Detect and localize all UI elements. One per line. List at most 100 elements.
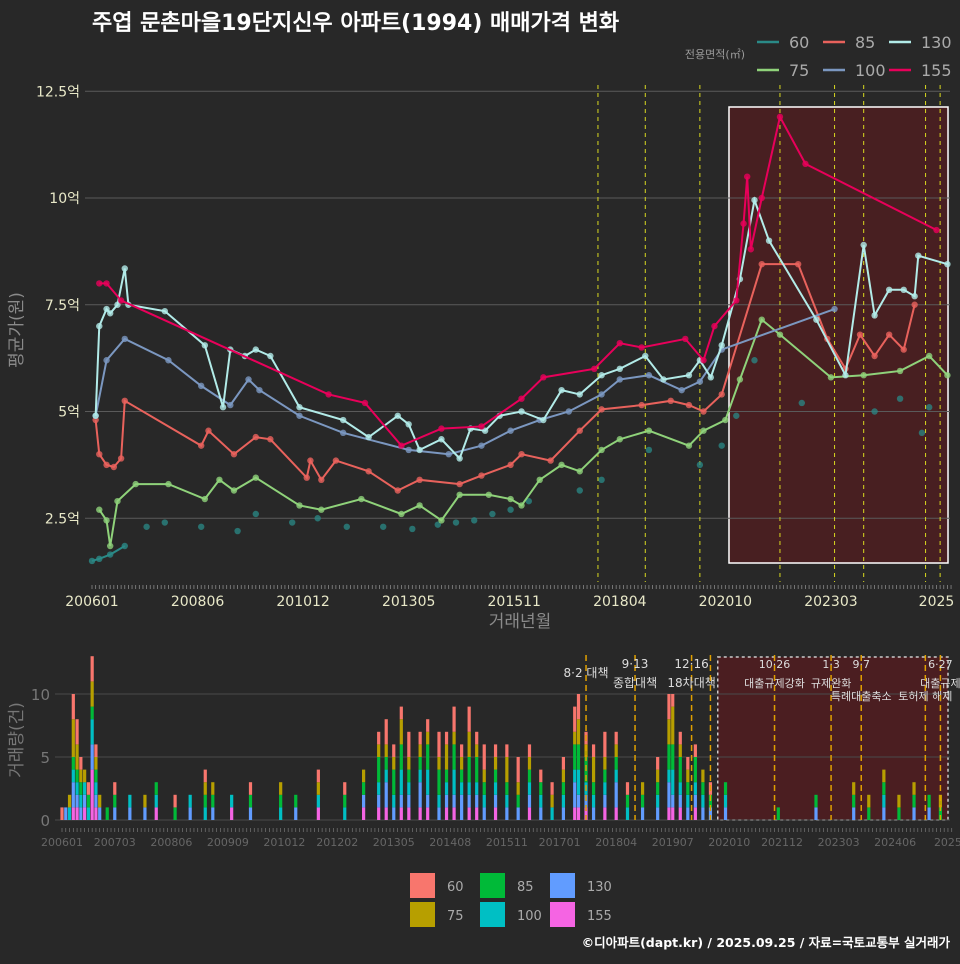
bar-155 (475, 807, 479, 820)
y-tick-label: 2.5억 (45, 511, 80, 527)
bar-100 (79, 794, 83, 808)
data-point (252, 510, 259, 518)
event-date: 8·2 대책 (564, 665, 609, 680)
bar-155 (362, 807, 366, 820)
data-point (565, 408, 573, 415)
data-point (394, 487, 401, 494)
y-axis-title: 평균가(원) (7, 292, 27, 368)
x-tick-label: 202303 (818, 836, 860, 849)
data-point (103, 461, 110, 469)
bar-stack (113, 782, 117, 820)
data-point (478, 442, 485, 449)
event-label: 토허제 해제 (898, 689, 952, 703)
bar-85 (723, 782, 728, 795)
data-point (88, 557, 96, 565)
bar-130 (444, 794, 449, 808)
data-point (696, 461, 704, 469)
bar-stack (418, 731, 422, 820)
bar-100 (377, 782, 381, 795)
data-point (96, 555, 103, 563)
bar-stack (94, 744, 98, 820)
bar-100 (392, 794, 396, 808)
bar-85 (693, 757, 697, 783)
bar-100 (573, 769, 577, 783)
bar-85 (211, 794, 215, 808)
data-point (103, 280, 110, 287)
bar-85 (90, 706, 94, 720)
bar-155 (384, 807, 388, 820)
bar-100 (418, 769, 422, 783)
legend-label-75: 75 (789, 61, 809, 80)
bar-130 (701, 807, 705, 820)
bar-130 (527, 794, 532, 808)
data-point (230, 451, 238, 458)
bar-stack (527, 744, 532, 820)
bar-75 (362, 769, 366, 783)
bar-100 (230, 794, 234, 808)
bar-stack (392, 744, 396, 820)
bar-85 (505, 782, 509, 795)
y-tick-label: 5억 (58, 405, 80, 421)
bar-75 (678, 744, 682, 757)
event-label: 대출규제 (920, 677, 960, 690)
bar-stack (505, 744, 509, 820)
bar-75 (203, 782, 207, 795)
data-point (365, 468, 372, 475)
bar-155 (230, 807, 234, 820)
bar-85 (516, 794, 520, 808)
data-point (911, 293, 918, 300)
data-point (296, 412, 303, 419)
bar-130 (362, 794, 366, 808)
x-tick-label: 201804 (595, 836, 637, 849)
bar-85 (418, 757, 422, 770)
bar-130 (614, 782, 618, 808)
data-point (96, 280, 103, 287)
data-point (718, 442, 725, 449)
data-point (900, 346, 907, 353)
data-point (117, 455, 125, 462)
bar-stack (897, 794, 901, 820)
data-point (645, 372, 653, 379)
bar-85 (867, 807, 871, 820)
bar-75 (279, 782, 283, 795)
bar-60 (203, 769, 207, 783)
bar-155 (584, 807, 588, 820)
data-point (416, 446, 423, 454)
data-point (143, 523, 150, 530)
bar-stack (576, 694, 581, 820)
bar-stack (467, 706, 471, 820)
legend-swatch-130 (550, 873, 575, 898)
bar-75 (467, 731, 471, 757)
bar-100 (67, 807, 72, 820)
bar-155 (154, 807, 158, 820)
bar-stack (460, 744, 464, 820)
bar-stack (105, 807, 109, 820)
bar-85 (75, 769, 79, 783)
data-point (165, 357, 172, 364)
bar-130 (98, 807, 102, 820)
bar-85 (279, 794, 283, 808)
bar-155 (671, 807, 675, 820)
bar-130 (407, 794, 411, 808)
bar-75 (98, 794, 102, 808)
data-point (481, 427, 489, 434)
x-tick-label: 202010 (708, 836, 750, 849)
bar-130 (211, 807, 215, 820)
data-point (758, 260, 765, 268)
data-point (558, 461, 565, 469)
bar-85 (656, 782, 660, 795)
bar-stack (60, 807, 64, 820)
bar-130 (294, 807, 298, 820)
data-point (380, 523, 387, 530)
bar-75 (211, 782, 215, 795)
data-point (776, 113, 784, 121)
bar-stack (678, 731, 682, 820)
bar-60 (614, 731, 618, 745)
data-point (758, 316, 765, 323)
data-point (751, 357, 758, 364)
x-tick-label: 201907 (652, 836, 694, 849)
x-tick-label: 201305 (382, 594, 435, 610)
bar-100 (882, 794, 886, 808)
bar-130 (90, 744, 94, 770)
data-point (518, 502, 525, 509)
